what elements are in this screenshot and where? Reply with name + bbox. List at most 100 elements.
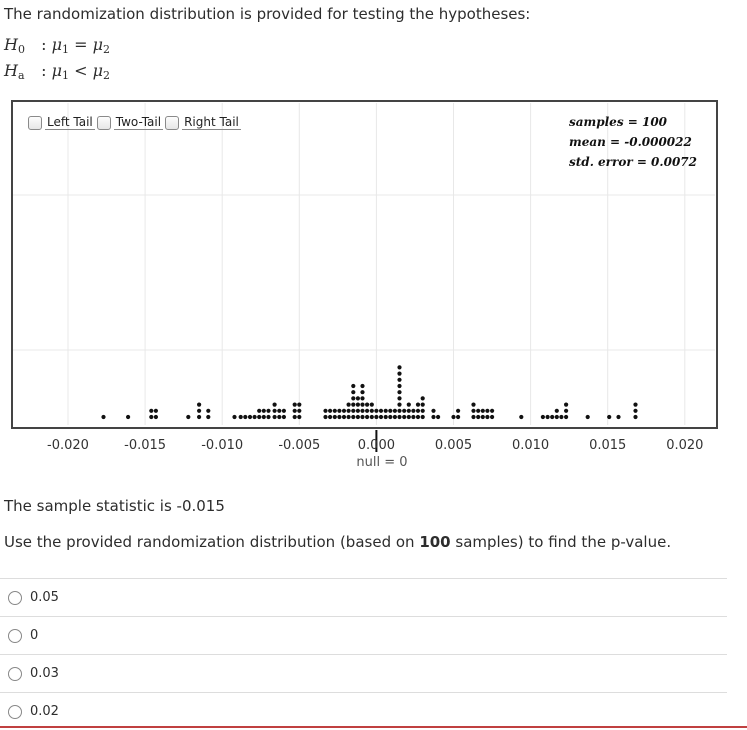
data-dot (633, 408, 638, 413)
data-dot (238, 414, 243, 420)
data-dot (490, 408, 495, 413)
x-tick-label: 0.000 (358, 438, 395, 453)
data-dot (197, 414, 202, 420)
data-dot (374, 408, 379, 413)
x-tick-label: -0.015 (124, 438, 166, 453)
distribution-stats: samples = 100 mean = -0.000022 std. erro… (569, 112, 697, 172)
data-dot (388, 408, 393, 413)
radio-button[interactable] (8, 704, 22, 719)
data-dot (388, 414, 393, 420)
data-dot (292, 408, 297, 413)
data-dot (281, 408, 286, 413)
data-dot (360, 414, 365, 420)
data-dot (257, 414, 262, 420)
two-tail-label: Two-Tail (113, 115, 164, 130)
data-dot (415, 414, 421, 420)
data-dot (149, 408, 154, 413)
data-dot (360, 402, 365, 407)
data-dot (346, 402, 351, 407)
data-dot (360, 408, 365, 413)
data-dot (436, 414, 441, 420)
data-dot (476, 414, 481, 420)
data-dot (272, 402, 277, 407)
dotplot-chart: -0.020 -0.015 -0.010 -0.005 0.000 0.005 0.010 0… (13, 103, 715, 470)
right-tail-checkbox[interactable] (165, 115, 180, 130)
data-dot (564, 414, 569, 420)
answer-choices: 0.05 0 0.03 0.02 (0, 578, 727, 730)
choice-option[interactable]: 0.02 (0, 692, 727, 730)
two-tail-option[interactable]: Two-Tail (96, 115, 164, 130)
data-dot (197, 402, 202, 407)
data-dot (397, 383, 402, 389)
data-dot (351, 390, 356, 395)
data-dot (369, 414, 374, 420)
data-dot (197, 408, 202, 413)
data-dot (415, 408, 421, 413)
data-dot (206, 414, 211, 420)
choice-option[interactable]: 0 (0, 616, 727, 654)
data-dot (351, 408, 356, 413)
radio-button[interactable] (8, 666, 22, 681)
null-label: null = 0 (356, 455, 407, 470)
intro-text: The randomization distribution is provid… (4, 5, 531, 23)
data-dot (351, 402, 356, 407)
data-dot (415, 402, 421, 407)
right-tail-option[interactable]: Right Tail (165, 115, 241, 130)
data-dot (346, 414, 351, 420)
data-dot (247, 414, 253, 420)
data-dot (272, 408, 277, 413)
choice-option[interactable]: 0.05 (0, 578, 727, 616)
x-tick-label: 0.005 (435, 438, 472, 453)
data-dot (153, 414, 158, 420)
data-dot (360, 396, 365, 401)
data-dot (554, 414, 559, 420)
data-dot (328, 408, 333, 413)
data-dot (383, 408, 388, 413)
data-dot (351, 383, 356, 389)
data-dot (355, 402, 360, 407)
sample-statistic-text: The sample statistic is -0.015 (4, 497, 225, 515)
data-dot (559, 414, 564, 420)
data-dot (261, 408, 266, 413)
data-dot (369, 408, 374, 413)
std-error-stat: std. error = 0.0072 (569, 155, 697, 169)
data-dot (480, 414, 485, 420)
data-dot (397, 396, 402, 401)
data-dot (633, 402, 638, 407)
dotplot-panel (11, 100, 718, 429)
data-dot (585, 414, 590, 420)
left-tail-option[interactable]: Left Tail (28, 115, 95, 130)
choice-label: 0 (30, 628, 39, 643)
data-dot (420, 408, 425, 413)
null-hypothesis: H0 : μ1 = μ2 (4, 35, 110, 56)
data-dot (451, 414, 456, 420)
left-tail-checkbox[interactable] (28, 115, 42, 130)
two-tail-checkbox[interactable] (96, 115, 111, 130)
data-dot (411, 408, 416, 413)
data-dot (332, 408, 337, 413)
mean-stat: mean = -0.000022 (569, 135, 692, 149)
data-dot (550, 414, 555, 420)
data-dot (397, 390, 402, 395)
data-dot (341, 414, 347, 420)
data-dot (297, 402, 302, 407)
data-dot (406, 414, 411, 420)
data-dot (420, 396, 425, 401)
data-dot (397, 414, 402, 420)
tail-options: Left Tail Two-Tail Right Tail (28, 115, 243, 130)
data-dot (365, 408, 370, 413)
alternative-hypothesis: Ha : μ1 < μ2 (4, 61, 110, 82)
samples-stat: samples = 100 (569, 115, 668, 129)
data-dot (292, 414, 297, 420)
x-tick-label: -0.010 (201, 438, 243, 453)
choice-option[interactable]: 0.03 (0, 654, 727, 692)
data-dot (332, 414, 337, 420)
data-dot (323, 408, 328, 413)
radio-button[interactable] (8, 628, 22, 643)
data-dot (383, 414, 388, 420)
data-dot (243, 414, 248, 420)
x-tick-label: 0.010 (512, 438, 549, 453)
radio-button[interactable] (8, 590, 22, 605)
data-dot (277, 414, 282, 420)
x-tick-label: 0.020 (666, 438, 703, 453)
